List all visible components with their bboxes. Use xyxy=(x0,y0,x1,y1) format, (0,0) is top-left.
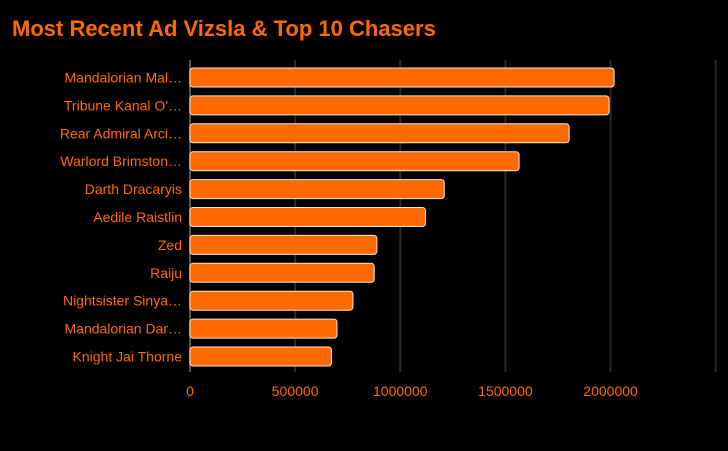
bar xyxy=(189,262,375,283)
bar xyxy=(189,346,333,367)
y-category-label: Zed xyxy=(158,237,182,253)
x-tick-label: 1500000 xyxy=(478,383,533,399)
y-category-label: Nightsister Sinya… xyxy=(63,293,182,309)
bar xyxy=(189,179,445,200)
bar xyxy=(189,207,427,227)
bar xyxy=(189,234,378,255)
bar xyxy=(189,67,615,88)
x-tick-label: 0 xyxy=(186,383,194,399)
x-tick-label: 1000000 xyxy=(373,383,428,399)
x-tick-label: 2000000 xyxy=(583,383,638,399)
bar xyxy=(189,151,520,172)
bar xyxy=(189,95,610,116)
x-tick-label: 500000 xyxy=(272,383,319,399)
y-category-label: Mandalorian Dar… xyxy=(65,321,183,337)
chart-title: Most Recent Ad Vizsla & Top 10 Chasers xyxy=(12,16,436,41)
y-category-label: Raiju xyxy=(150,265,182,281)
y-category-label: Mandalorian Mal… xyxy=(65,70,183,86)
y-category-label: Warlord Brimston… xyxy=(60,153,182,169)
y-category-label: Tribune Kanal O'… xyxy=(64,97,182,113)
bar xyxy=(189,318,338,339)
y-category-label: Darth Dracaryis xyxy=(85,181,182,197)
y-category-label: Rear Admiral Arci… xyxy=(60,125,182,141)
y-category-label: Knight Jai Thorne xyxy=(73,349,183,365)
bar xyxy=(189,123,570,144)
y-category-label: Aedile Raistlin xyxy=(93,209,182,225)
bar xyxy=(189,290,354,311)
